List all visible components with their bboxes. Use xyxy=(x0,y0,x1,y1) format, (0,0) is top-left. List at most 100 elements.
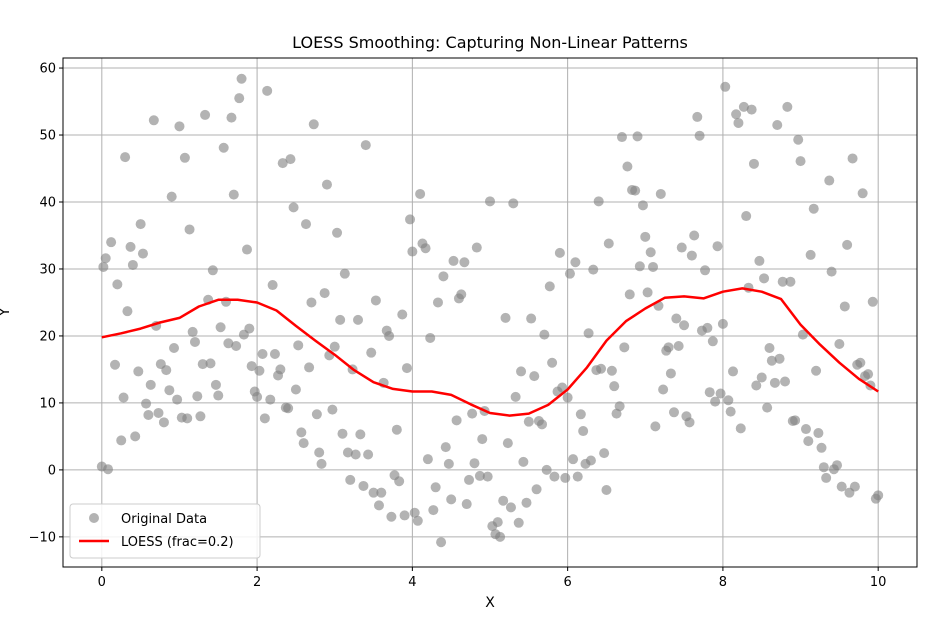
data-point xyxy=(308,119,319,130)
data-point xyxy=(100,253,111,264)
data-point xyxy=(277,158,288,169)
data-point xyxy=(428,505,439,516)
data-point xyxy=(549,471,560,482)
data-point xyxy=(269,349,280,360)
data-point xyxy=(267,280,278,291)
data-point xyxy=(311,409,322,420)
data-point xyxy=(568,454,579,465)
data-point xyxy=(741,211,752,222)
data-point xyxy=(254,365,265,376)
data-point xyxy=(606,365,617,376)
data-point xyxy=(754,255,765,266)
data-point xyxy=(603,238,614,249)
chart-title: LOESS Smoothing: Capturing Non-Linear Pa… xyxy=(292,33,688,52)
data-point xyxy=(332,227,343,238)
data-point xyxy=(358,480,369,491)
data-point xyxy=(769,377,780,388)
data-point xyxy=(560,472,571,483)
data-point xyxy=(575,409,586,420)
data-point xyxy=(451,415,462,426)
legend: Original Data LOESS (frac=0.2) xyxy=(69,503,261,559)
data-point xyxy=(164,385,175,396)
grid xyxy=(63,58,917,567)
data-point xyxy=(384,330,395,341)
data-point xyxy=(665,368,676,379)
data-point xyxy=(306,297,317,308)
y-tick-label: 0 xyxy=(48,463,56,478)
data-point xyxy=(811,365,822,376)
data-point xyxy=(345,474,356,485)
data-point xyxy=(290,384,301,395)
data-point xyxy=(355,429,366,440)
data-point xyxy=(596,363,607,374)
x-tick-label: 8 xyxy=(719,575,727,590)
data-point xyxy=(226,112,237,123)
x-tick-label: 6 xyxy=(563,575,571,590)
data-point xyxy=(153,407,164,418)
data-point xyxy=(593,196,604,207)
data-point xyxy=(863,369,874,380)
data-point xyxy=(145,379,156,390)
data-point xyxy=(169,342,180,353)
data-point xyxy=(570,257,581,268)
data-point xyxy=(547,357,558,368)
data-point xyxy=(531,484,542,495)
data-point xyxy=(748,158,759,169)
data-point xyxy=(766,355,777,366)
data-point xyxy=(774,353,785,364)
data-point xyxy=(443,458,454,469)
data-point xyxy=(808,203,819,214)
data-point xyxy=(630,185,641,196)
data-point xyxy=(285,154,296,165)
data-point xyxy=(430,482,441,493)
data-point xyxy=(500,312,511,323)
data-point xyxy=(283,403,294,414)
data-point xyxy=(614,401,625,412)
data-point xyxy=(275,364,286,375)
data-point xyxy=(505,502,516,513)
data-point xyxy=(339,268,350,279)
data-point xyxy=(578,426,589,437)
data-point xyxy=(231,340,242,351)
data-point xyxy=(634,261,645,272)
data-point xyxy=(855,357,866,368)
data-point xyxy=(120,152,131,163)
data-point xyxy=(407,246,418,257)
data-point xyxy=(215,322,226,333)
x-axis-label: X xyxy=(485,595,495,611)
data-point xyxy=(234,93,245,104)
data-point xyxy=(704,387,715,398)
data-point xyxy=(401,363,412,374)
data-point xyxy=(583,328,594,339)
data-point xyxy=(189,336,200,347)
data-point xyxy=(712,241,723,252)
data-point xyxy=(588,264,599,275)
data-point xyxy=(386,511,397,522)
data-point xyxy=(797,329,808,340)
data-point xyxy=(477,434,488,445)
loess-line xyxy=(101,287,879,417)
data-point xyxy=(192,391,203,402)
data-point xyxy=(182,413,193,424)
y-tick-label: 40 xyxy=(39,195,56,210)
data-point xyxy=(637,200,648,211)
data-point xyxy=(585,455,596,466)
data-point xyxy=(572,471,583,482)
data-point xyxy=(516,366,527,377)
data-point xyxy=(738,101,749,112)
data-point xyxy=(200,109,211,120)
data-point xyxy=(689,230,700,241)
data-point xyxy=(391,424,402,435)
data-point xyxy=(655,188,666,199)
data-point xyxy=(857,188,868,199)
data-point xyxy=(539,329,550,340)
data-point xyxy=(692,111,703,122)
data-point xyxy=(158,417,169,428)
data-point xyxy=(847,153,858,164)
data-point xyxy=(554,247,565,258)
data-point xyxy=(800,424,811,435)
data-point xyxy=(221,296,232,307)
data-point xyxy=(816,442,827,453)
data-point xyxy=(405,214,416,225)
data-point xyxy=(557,382,568,393)
